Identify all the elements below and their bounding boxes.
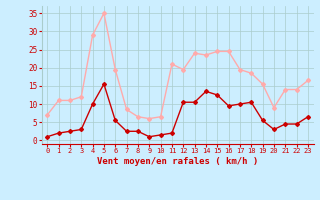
X-axis label: Vent moyen/en rafales ( km/h ): Vent moyen/en rafales ( km/h ) xyxy=(97,157,258,166)
